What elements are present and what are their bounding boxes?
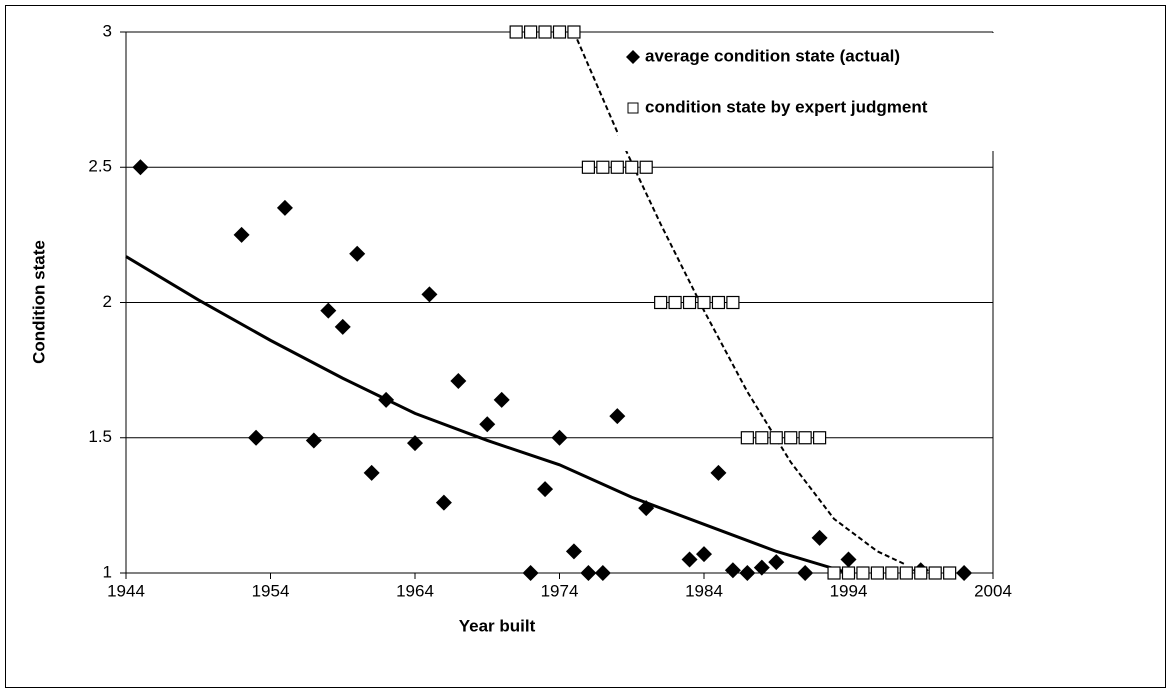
diamond-point bbox=[956, 565, 973, 581]
diamond-point bbox=[638, 500, 655, 517]
legend-label: condition state by expert judgment bbox=[645, 97, 928, 116]
square-point bbox=[509, 25, 523, 39]
diamond-point bbox=[565, 543, 582, 560]
diamond-point bbox=[739, 565, 756, 581]
diamond-point bbox=[132, 159, 149, 176]
y-tick-label: 1 bbox=[103, 562, 112, 581]
diamond-point bbox=[681, 551, 698, 568]
diamond-point bbox=[840, 551, 857, 568]
square-point bbox=[740, 431, 754, 445]
y-axis-title: Condition state bbox=[29, 240, 48, 364]
x-tick-label: 1964 bbox=[396, 581, 434, 600]
diamond-point bbox=[233, 226, 250, 243]
square-point bbox=[552, 25, 567, 39]
square-point bbox=[914, 566, 928, 580]
square-point bbox=[596, 160, 610, 174]
diamond-point bbox=[378, 391, 395, 408]
square-point bbox=[870, 566, 885, 580]
square-point bbox=[784, 431, 798, 445]
diamond-point bbox=[724, 562, 741, 579]
square-point bbox=[567, 25, 581, 39]
diamond-point bbox=[435, 494, 452, 511]
diamond-point bbox=[421, 286, 438, 303]
square-point bbox=[798, 431, 812, 445]
x-axis-title: Year built bbox=[459, 616, 536, 635]
diamond-point bbox=[753, 559, 770, 576]
square-point bbox=[827, 566, 841, 580]
x-tick-label: 1984 bbox=[685, 581, 723, 600]
legend-box bbox=[618, 33, 1003, 151]
diamond-point bbox=[768, 554, 785, 571]
x-tick-label: 1974 bbox=[541, 581, 579, 600]
diamond-point bbox=[305, 432, 322, 449]
diamond-point bbox=[320, 302, 337, 319]
square-point bbox=[856, 566, 870, 580]
diamond-point bbox=[594, 565, 611, 581]
diamond-point bbox=[363, 464, 380, 481]
diamond-point bbox=[349, 245, 366, 262]
square-point bbox=[610, 160, 624, 174]
square-point bbox=[812, 431, 827, 445]
square-point bbox=[697, 295, 711, 310]
square-point bbox=[928, 566, 942, 580]
square-point bbox=[668, 295, 682, 310]
y-tick-label: 1.5 bbox=[88, 427, 112, 446]
square-point bbox=[899, 566, 913, 580]
diamond-point bbox=[276, 199, 293, 216]
square-point bbox=[769, 431, 783, 445]
legend: average condition state (actual) conditio… bbox=[618, 33, 1003, 151]
square-point bbox=[654, 295, 668, 310]
diamond-point bbox=[537, 481, 554, 498]
diamond-point bbox=[710, 464, 727, 481]
legend-marker bbox=[627, 102, 639, 114]
square-point bbox=[755, 431, 769, 445]
diamond-point bbox=[696, 546, 712, 563]
diamond-point bbox=[248, 429, 265, 446]
square-point bbox=[841, 566, 856, 580]
diamond-point bbox=[797, 565, 814, 581]
square-point bbox=[711, 295, 726, 310]
square-point bbox=[538, 25, 552, 39]
diamond-point bbox=[479, 416, 496, 433]
y-tick-label: 2 bbox=[103, 292, 112, 311]
diamond-point bbox=[493, 391, 510, 408]
diamond-point bbox=[551, 429, 568, 446]
square-point bbox=[943, 566, 957, 580]
x-tick-label: 1994 bbox=[830, 581, 868, 600]
x-tick-label: 1954 bbox=[252, 581, 290, 600]
diamond-point bbox=[522, 565, 539, 581]
diamond-point bbox=[450, 372, 467, 389]
x-tick-label: 1944 bbox=[107, 581, 145, 600]
trend-line bbox=[125, 255, 849, 575]
y-tick-label: 2.5 bbox=[88, 157, 112, 176]
legend-marker bbox=[626, 50, 640, 64]
diamond-point bbox=[334, 318, 351, 335]
diamond-point bbox=[580, 565, 597, 581]
diamond-point bbox=[811, 529, 828, 546]
diamond-point bbox=[407, 435, 423, 452]
square-point bbox=[523, 25, 538, 39]
square-point bbox=[639, 160, 653, 174]
x-tick-label: 2004 bbox=[974, 581, 1012, 600]
diamond-point bbox=[609, 408, 626, 425]
y-tick-label: 3 bbox=[103, 21, 112, 40]
square-point bbox=[682, 295, 697, 310]
square-point bbox=[581, 160, 596, 174]
square-point bbox=[625, 160, 639, 174]
legend-label: average condition state (actual) bbox=[645, 46, 900, 65]
square-point bbox=[726, 295, 740, 310]
square-point bbox=[885, 566, 899, 580]
